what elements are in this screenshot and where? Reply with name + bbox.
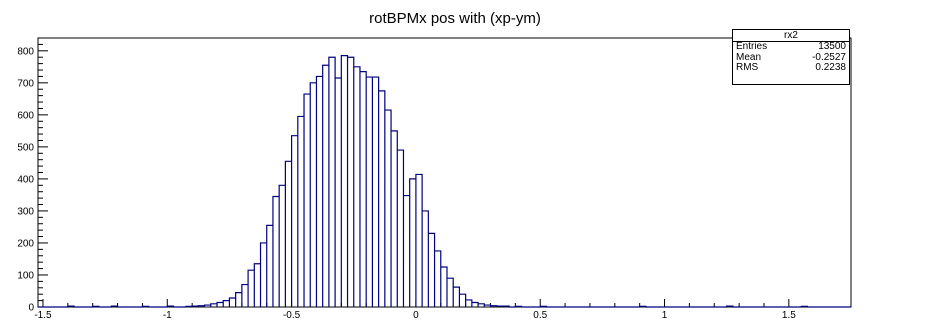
y-axis: 0 100 200 300 400 500 600 700 800 [17, 43, 48, 314]
y-tick-label: 700 [17, 78, 34, 89]
stats-histogram-name: rx2 [733, 30, 849, 42]
y-tick-label: 800 [17, 46, 34, 57]
x-tick-label: 1 [662, 310, 668, 321]
stats-row-rms: RMS 0.2238 [733, 62, 849, 74]
stats-value: 13500 [818, 41, 846, 52]
y-tick-label: 300 [17, 206, 34, 217]
histogram-outline [38, 55, 851, 308]
chart-title: rotBPMx pos with (xp-ym) [369, 10, 541, 27]
x-tick-label: 1.5 [782, 310, 796, 321]
stats-label: Entries [736, 41, 768, 52]
y-tick-label: 0 [28, 303, 34, 314]
stats-value: -0.2527 [812, 51, 846, 63]
stats-box: rx2 Entries 13500 Mean -0.2527 RMS 0.223… [732, 29, 850, 85]
stats-label: Mean [736, 51, 762, 63]
y-tick-label: 200 [17, 238, 34, 249]
x-tick-label: -1.5 [34, 310, 52, 321]
x-tick-label: -1 [163, 310, 172, 321]
x-tick-label: -0.5 [283, 310, 301, 321]
y-tick-label: 400 [17, 174, 34, 185]
stats-label: RMS [736, 62, 759, 73]
x-tick-label: 0.5 [533, 310, 547, 321]
y-tick-label: 500 [17, 142, 34, 153]
y-tick-label: 100 [17, 270, 34, 281]
x-axis: -1.5 -1 -0.5 0 0.5 1 1.5 [34, 299, 796, 321]
y-tick-label: 600 [17, 110, 34, 121]
stats-value: 0.2238 [815, 62, 846, 73]
x-tick-label: 0 [413, 310, 419, 321]
stats-row-entries: Entries 13500 [733, 41, 849, 53]
stats-row-mean: Mean -0.2527 [733, 51, 849, 64]
